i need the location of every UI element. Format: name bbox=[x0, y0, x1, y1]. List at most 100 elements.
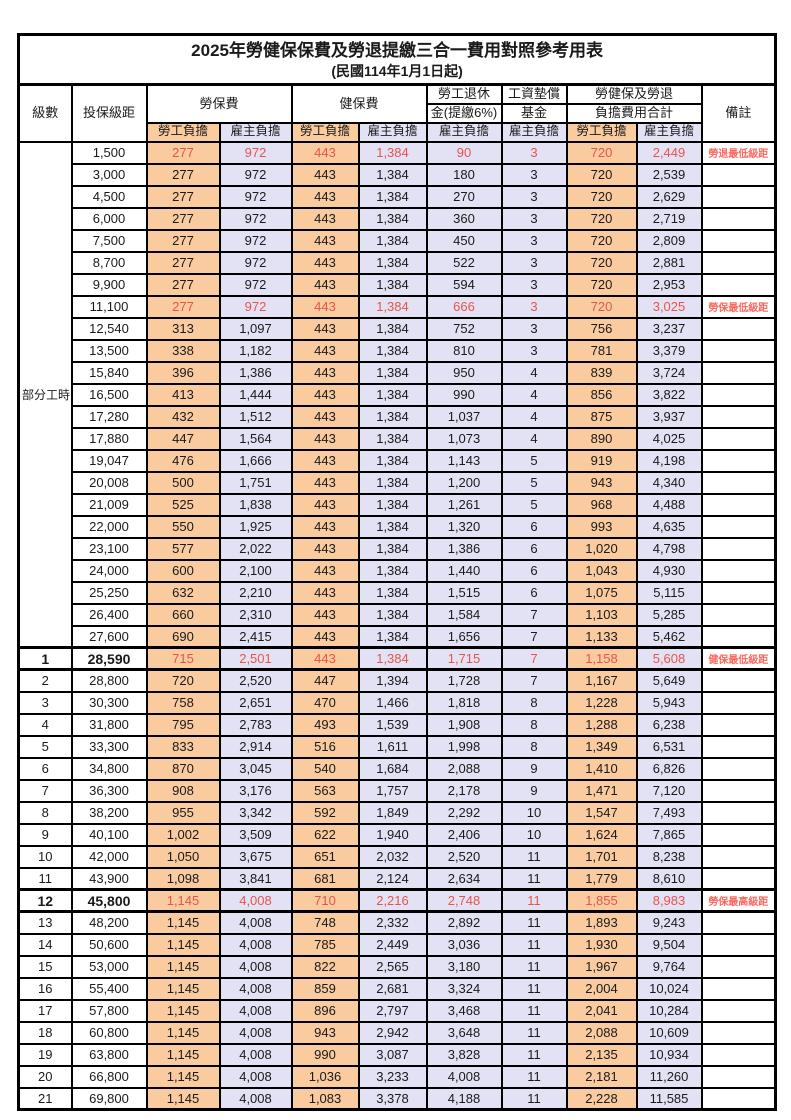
table-row: 13 48,200 1,145 4,008 748 2,332 2,892 11 1,893 9,… bbox=[17, 910, 777, 935]
labor-employer-cell: 1,666 bbox=[218, 448, 293, 473]
wage-fund-employer-cell: 5 bbox=[500, 492, 568, 517]
labor-employee-cell: 396 bbox=[145, 360, 221, 385]
level-cell: 16 bbox=[17, 976, 73, 1001]
total-employer-cell: 4,798 bbox=[635, 536, 703, 561]
salary-bracket-cell: 42,000 bbox=[70, 844, 148, 869]
total-employee-cell: 856 bbox=[565, 382, 638, 407]
wage-fund-employer-cell: 9 bbox=[500, 778, 568, 803]
remark-cell bbox=[700, 1020, 777, 1045]
page-title: 2025年勞健保保費及勞退提繳三合一費用對照參考用表 bbox=[191, 40, 603, 60]
pension-employer-cell: 1,515 bbox=[425, 580, 503, 605]
health-employer-cell: 1,394 bbox=[357, 668, 428, 693]
health-employee-cell: 443 bbox=[290, 228, 360, 253]
health-employer-cell: 1,384 bbox=[357, 404, 428, 429]
salary-bracket-cell: 63,800 bbox=[70, 1042, 148, 1067]
salary-bracket-cell: 36,300 bbox=[70, 778, 148, 803]
wage-fund-employer-cell: 5 bbox=[500, 448, 568, 473]
pension-employer-cell: 1,440 bbox=[425, 558, 503, 583]
salary-bracket-cell: 57,800 bbox=[70, 998, 148, 1023]
labor-employee-cell: 277 bbox=[145, 294, 221, 319]
total-employer-cell: 4,488 bbox=[635, 492, 703, 517]
salary-bracket-cell: 50,600 bbox=[70, 932, 148, 957]
table-row: 21,009 525 1,838 443 1,384 1,261 5 968 4,488 bbox=[19, 492, 777, 517]
total-employer-cell: 10,284 bbox=[635, 998, 703, 1023]
salary-bracket-cell: 66,800 bbox=[70, 1064, 148, 1089]
labor-employer-cell: 2,415 bbox=[218, 624, 293, 649]
pension-employer-cell: 450 bbox=[425, 228, 503, 253]
level-cell: 7 bbox=[17, 778, 73, 803]
salary-bracket-cell: 1,500 bbox=[70, 140, 148, 165]
labor-employer-cell: 4,008 bbox=[218, 888, 293, 913]
health-employer-cell: 1,684 bbox=[357, 756, 428, 781]
labor-employee-cell: 550 bbox=[145, 514, 221, 539]
labor-employee-cell: 720 bbox=[145, 668, 221, 693]
total-employer-cell: 6,531 bbox=[635, 734, 703, 759]
table-row: 1 28,590 715 2,501 443 1,384 1,715 7 1,158 5,608 健… bbox=[17, 646, 777, 671]
level-cell: 20 bbox=[17, 1064, 73, 1089]
wage-fund-employer-cell: 8 bbox=[500, 734, 568, 759]
table-row: 7 36,300 908 3,176 563 1,757 2,178 9 1,471 7,120 bbox=[17, 778, 777, 803]
health-employer-cell: 1,757 bbox=[357, 778, 428, 803]
health-employee-cell: 443 bbox=[290, 338, 360, 363]
salary-bracket-cell: 23,100 bbox=[70, 536, 148, 561]
salary-bracket-cell: 24,000 bbox=[70, 558, 148, 583]
remark-cell bbox=[700, 954, 777, 979]
labor-employer-cell: 3,342 bbox=[218, 800, 293, 825]
pension-employer-cell: 1,818 bbox=[425, 690, 503, 715]
total-employer-cell: 5,649 bbox=[635, 668, 703, 693]
pension-employer-cell: 752 bbox=[425, 316, 503, 341]
remark-cell bbox=[700, 558, 777, 583]
salary-bracket-cell: 27,600 bbox=[70, 624, 148, 649]
pension-employer-cell: 3,648 bbox=[425, 1020, 503, 1045]
remark-cell bbox=[700, 800, 777, 825]
table-row: 16 55,400 1,145 4,008 859 2,681 3,324 11 2,004 10… bbox=[17, 976, 777, 1001]
level-cell: 11 bbox=[17, 866, 73, 891]
remark-cell bbox=[700, 514, 777, 539]
remark-cell: 勞保最高級距 bbox=[700, 888, 777, 913]
remark-cell bbox=[700, 470, 777, 495]
total-employer-cell: 6,826 bbox=[635, 756, 703, 781]
wage-fund-employer-cell: 6 bbox=[500, 514, 568, 539]
health-employer-cell: 1,384 bbox=[357, 206, 428, 231]
labor-employee-cell: 1,145 bbox=[145, 910, 221, 935]
total-employee-cell: 1,779 bbox=[565, 866, 638, 891]
subheader-labor-employee: 勞工負擔 bbox=[145, 121, 221, 143]
table-row: 7,500 277 972 443 1,384 450 3 720 2,809 bbox=[19, 228, 777, 253]
remark-cell bbox=[700, 668, 777, 693]
labor-employer-cell: 3,841 bbox=[218, 866, 293, 891]
salary-bracket-cell: 33,300 bbox=[70, 734, 148, 759]
wage-fund-employer-cell: 7 bbox=[500, 624, 568, 649]
health-employer-cell: 3,087 bbox=[357, 1042, 428, 1067]
wage-fund-employer-cell: 7 bbox=[500, 602, 568, 627]
wage-fund-employer-cell: 4 bbox=[500, 382, 568, 407]
table-row: 11 43,900 1,098 3,841 681 2,124 2,634 11 1,779 8,… bbox=[17, 866, 777, 891]
health-employer-cell: 3,378 bbox=[357, 1086, 428, 1111]
health-employer-cell: 1,384 bbox=[357, 316, 428, 341]
health-employer-cell: 1,384 bbox=[357, 624, 428, 649]
labor-employee-cell: 1,002 bbox=[145, 822, 221, 847]
salary-bracket-cell: 25,250 bbox=[70, 580, 148, 605]
pension-employer-cell: 3,180 bbox=[425, 954, 503, 979]
labor-employee-cell: 432 bbox=[145, 404, 221, 429]
labor-employee-cell: 1,145 bbox=[145, 888, 221, 913]
wage-fund-employer-cell: 6 bbox=[500, 558, 568, 583]
total-employee-cell: 993 bbox=[565, 514, 638, 539]
health-employee-cell: 563 bbox=[290, 778, 360, 803]
table-row: 19,047 476 1,666 443 1,384 1,143 5 919 4,198 bbox=[19, 448, 777, 473]
salary-bracket-cell: 13,500 bbox=[70, 338, 148, 363]
labor-employee-cell: 447 bbox=[145, 426, 221, 451]
total-employee-cell: 756 bbox=[565, 316, 638, 341]
wage-fund-employer-cell: 11 bbox=[500, 1064, 568, 1089]
health-employee-cell: 447 bbox=[290, 668, 360, 693]
health-employer-cell: 1,384 bbox=[357, 646, 428, 671]
labor-employer-cell: 1,444 bbox=[218, 382, 293, 407]
health-employer-cell: 1,384 bbox=[357, 580, 428, 605]
total-employer-cell: 11,585 bbox=[635, 1086, 703, 1111]
table-row: 12,540 313 1,097 443 1,384 752 3 756 3,237 bbox=[19, 316, 777, 341]
total-employer-cell: 6,238 bbox=[635, 712, 703, 737]
health-employee-cell: 516 bbox=[290, 734, 360, 759]
labor-employer-cell: 4,008 bbox=[218, 998, 293, 1023]
health-employer-cell: 2,797 bbox=[357, 998, 428, 1023]
table-row: 14 50,600 1,145 4,008 785 2,449 3,036 11 1,930 9,… bbox=[17, 932, 777, 957]
remark-cell bbox=[700, 184, 777, 209]
